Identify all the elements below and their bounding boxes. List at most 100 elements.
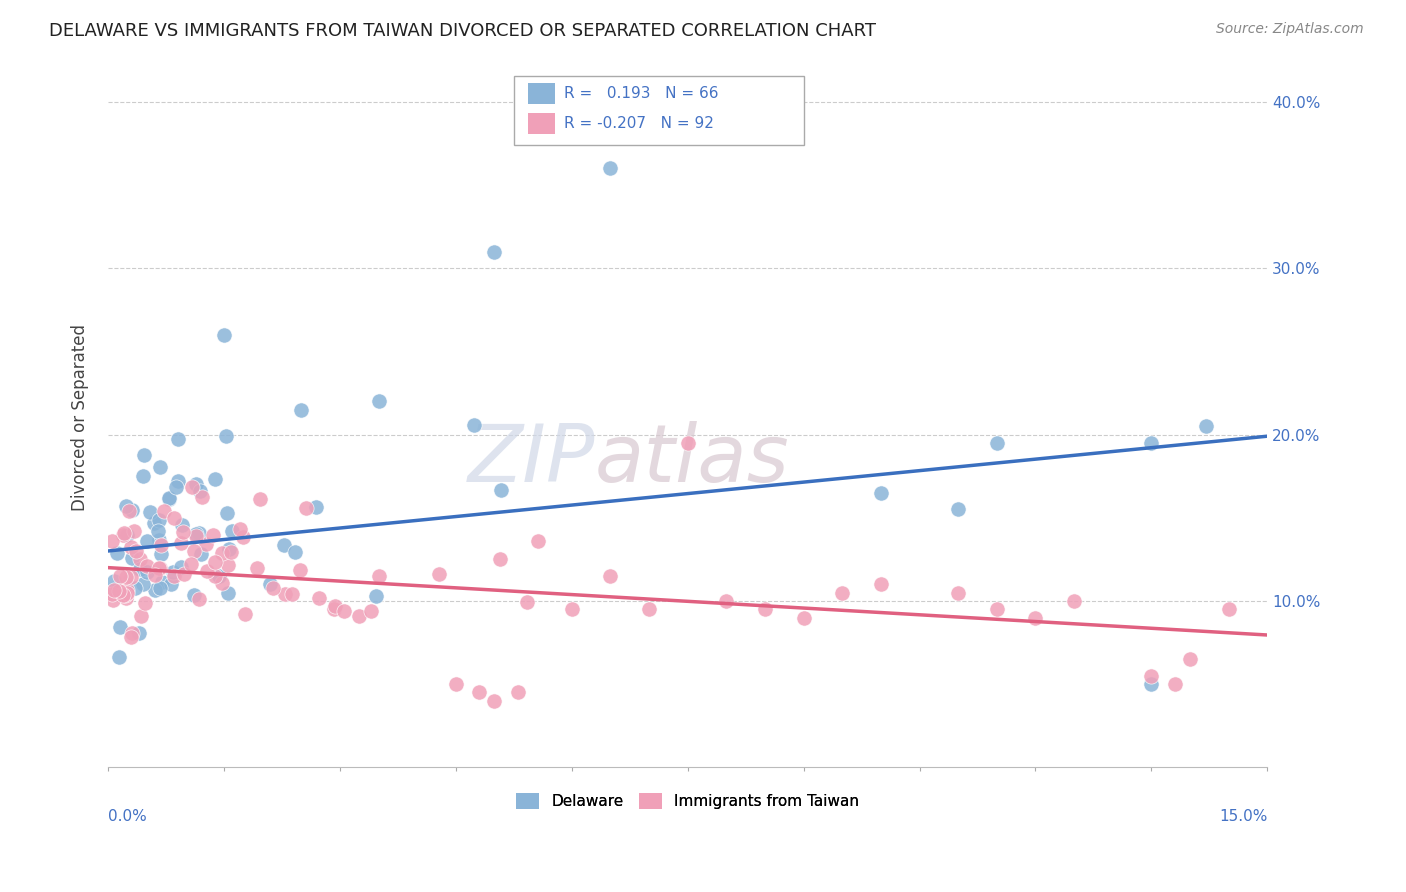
FancyBboxPatch shape bbox=[527, 83, 555, 104]
Point bbox=[489, 483, 512, 498]
Point bbox=[149, 547, 172, 561]
Point bbox=[676, 435, 699, 450]
Point bbox=[217, 558, 239, 572]
Point bbox=[190, 484, 212, 499]
Point bbox=[1140, 677, 1163, 691]
Point bbox=[107, 584, 129, 599]
Point bbox=[143, 582, 166, 597]
Point bbox=[108, 649, 131, 664]
Point bbox=[148, 533, 170, 547]
Point bbox=[148, 561, 170, 575]
Point bbox=[136, 533, 159, 548]
Point bbox=[288, 563, 311, 577]
Point bbox=[115, 528, 138, 542]
Point bbox=[427, 566, 450, 581]
Point bbox=[215, 428, 238, 442]
Point bbox=[101, 534, 124, 549]
Point bbox=[367, 569, 389, 583]
Point bbox=[599, 161, 621, 176]
Text: DELAWARE VS IMMIGRANTS FROM TAIWAN DIVORCED OR SEPARATED CORRELATION CHART: DELAWARE VS IMMIGRANTS FROM TAIWAN DIVOR… bbox=[49, 22, 876, 40]
Point bbox=[1218, 602, 1240, 616]
Point bbox=[132, 468, 155, 483]
Point bbox=[115, 582, 138, 597]
Point bbox=[183, 588, 205, 602]
Point bbox=[201, 527, 224, 541]
Point bbox=[138, 505, 160, 519]
Point bbox=[946, 585, 969, 599]
Point bbox=[129, 552, 152, 566]
Point bbox=[163, 511, 186, 525]
Point bbox=[115, 499, 138, 513]
Point bbox=[162, 566, 184, 580]
Point bbox=[986, 435, 1008, 450]
Point bbox=[506, 685, 529, 699]
Point bbox=[115, 591, 138, 605]
Point bbox=[163, 569, 186, 583]
Point bbox=[274, 587, 297, 601]
Point bbox=[129, 562, 152, 576]
Point bbox=[1140, 435, 1163, 450]
Point bbox=[308, 591, 330, 605]
Point bbox=[484, 244, 506, 259]
Point bbox=[219, 545, 242, 559]
Point bbox=[191, 490, 214, 504]
Point bbox=[793, 610, 815, 624]
Point bbox=[172, 518, 194, 533]
Point bbox=[187, 591, 209, 606]
Point bbox=[134, 596, 156, 610]
Point bbox=[986, 602, 1008, 616]
Point bbox=[212, 327, 235, 342]
Point bbox=[484, 694, 506, 708]
Point bbox=[157, 491, 180, 505]
Point bbox=[246, 561, 269, 575]
Point bbox=[121, 550, 143, 565]
Point bbox=[333, 604, 356, 618]
Point bbox=[249, 492, 271, 507]
Point bbox=[323, 599, 346, 614]
Point bbox=[165, 480, 187, 494]
Point bbox=[1024, 610, 1046, 624]
Point bbox=[527, 534, 550, 549]
Point bbox=[1178, 652, 1201, 666]
Point bbox=[221, 524, 243, 538]
Point bbox=[115, 570, 138, 584]
Point bbox=[167, 432, 190, 446]
Point bbox=[233, 607, 256, 621]
Text: 0.0%: 0.0% bbox=[108, 809, 146, 824]
Point bbox=[103, 574, 125, 588]
Point bbox=[367, 394, 389, 409]
Point bbox=[170, 536, 193, 550]
Point bbox=[364, 589, 387, 603]
Point bbox=[148, 581, 170, 595]
Point bbox=[217, 586, 239, 600]
Point bbox=[194, 537, 217, 551]
Point bbox=[180, 557, 202, 571]
Point bbox=[187, 526, 209, 541]
Point bbox=[211, 576, 233, 591]
Point bbox=[184, 477, 207, 491]
Point bbox=[135, 565, 157, 579]
Point bbox=[349, 609, 371, 624]
Point bbox=[173, 567, 195, 582]
Point bbox=[218, 541, 240, 556]
Point bbox=[488, 552, 510, 566]
Point bbox=[360, 604, 382, 618]
Point bbox=[108, 620, 131, 634]
Point bbox=[186, 529, 208, 543]
Point bbox=[304, 500, 326, 515]
Point bbox=[128, 625, 150, 640]
Point bbox=[143, 516, 166, 530]
Point bbox=[148, 513, 170, 527]
FancyBboxPatch shape bbox=[527, 113, 555, 134]
Point bbox=[754, 602, 776, 616]
Point bbox=[716, 594, 738, 608]
Point bbox=[111, 588, 134, 602]
Point bbox=[183, 544, 205, 558]
Point bbox=[122, 524, 145, 539]
Point bbox=[1140, 669, 1163, 683]
Point bbox=[215, 506, 238, 520]
Point bbox=[273, 538, 295, 552]
Point bbox=[157, 492, 180, 507]
Point bbox=[143, 568, 166, 582]
Point bbox=[190, 547, 212, 561]
